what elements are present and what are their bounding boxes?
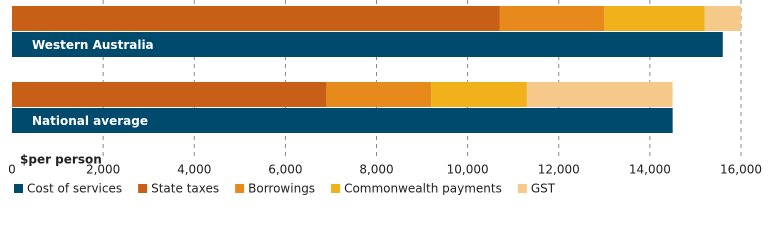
x-axis-label: $per person <box>20 153 102 167</box>
x-tick-label: 14,000 <box>629 163 671 177</box>
legend-label: Commonwealth payments <box>344 182 502 196</box>
legend-swatch <box>235 184 245 193</box>
bar-segment <box>12 82 327 107</box>
legend-swatch <box>331 184 341 193</box>
x-tick-label: 2,000 <box>86 163 120 177</box>
legend-swatch <box>138 184 148 193</box>
bar-segment <box>431 82 527 107</box>
legend-label: State taxes <box>151 182 219 196</box>
x-tick-label: 0 <box>8 163 16 177</box>
legend-swatch <box>517 184 527 193</box>
legend-label: Borrowings <box>248 182 315 196</box>
bar <box>12 32 723 57</box>
x-tick-label: 4,000 <box>177 163 211 177</box>
legend-label: Cost of services <box>27 182 122 196</box>
bar-segment <box>704 6 741 31</box>
bar-segment <box>604 6 705 31</box>
bar-segment <box>526 82 673 107</box>
bar-segment <box>499 6 605 31</box>
bar-segment <box>326 82 432 107</box>
legend-swatch <box>14 184 23 193</box>
x-tick-label: 12,000 <box>538 163 580 177</box>
x-tick-label: 16,000 <box>720 163 762 177</box>
bar <box>12 108 673 133</box>
x-tick-label: 8,000 <box>359 163 393 177</box>
x-tick-label: 10,000 <box>447 163 489 177</box>
bars <box>12 6 741 133</box>
legend-label: GST <box>531 182 556 196</box>
x-tick-label: 6,000 <box>268 163 302 177</box>
bar-segment <box>12 6 500 31</box>
chart: $per person 0 2,000 4,000 6,000 8,000 10,000 1… <box>8 0 762 196</box>
category-label: National average <box>32 114 148 128</box>
category-label: Western Australia <box>32 38 154 52</box>
